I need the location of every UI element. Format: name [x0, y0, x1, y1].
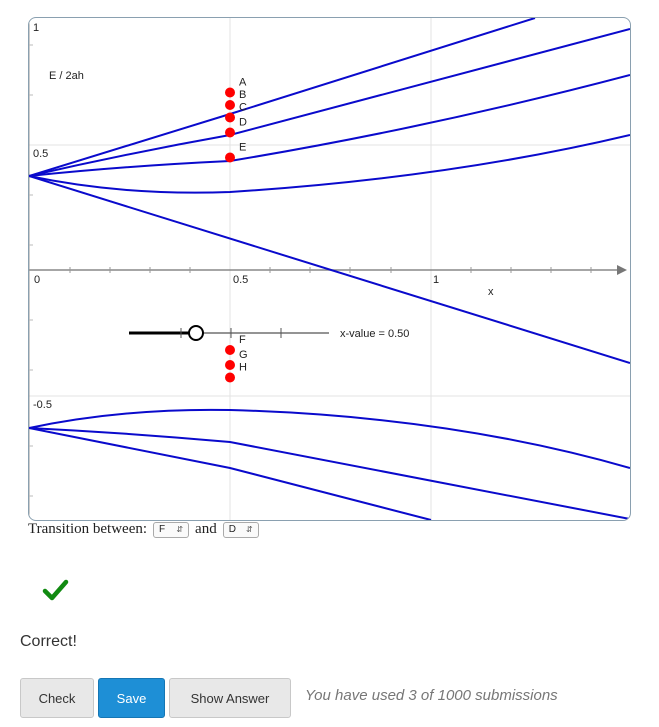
check-button[interactable]: Check: [20, 678, 94, 718]
energy-level-graph[interactable]: 1 0.5 -0.5 0 0.5 1 E / 2ah x x-value = 0…: [29, 18, 630, 520]
energy-point-label-a: A: [239, 77, 247, 89]
curve-b: [29, 28, 630, 177]
energy-point-label-g: G: [239, 349, 248, 361]
y-axis-title: E / 2ah: [49, 70, 84, 82]
energy-point-h: [225, 372, 235, 383]
energy-point-label-e: E: [239, 142, 246, 154]
y-tick-label-0-5: 0.5: [33, 148, 48, 160]
x-tick-label-1: 1: [433, 274, 439, 286]
x-axis-title: x: [488, 286, 494, 298]
energy-point-d: [225, 127, 235, 138]
curve-e: [29, 175, 630, 364]
slider-handle[interactable]: [188, 325, 204, 341]
energy-point-a: [225, 87, 235, 98]
x-value-slider[interactable]: x-value = 0.50: [129, 325, 409, 341]
curve-f: [29, 408, 630, 469]
x-tick-label-0-5: 0.5: [233, 274, 248, 286]
transition-to-value: D: [228, 524, 236, 535]
save-button[interactable]: Save: [98, 678, 165, 718]
submissions-count: You have used 3 of 1000 submissions: [305, 687, 558, 704]
curve-c: [29, 74, 630, 177]
transition-connector: and: [195, 521, 217, 537]
transition-label: Transition between:: [28, 521, 148, 537]
energy-point-label-h: H: [239, 362, 247, 374]
energy-point-label-d: D: [239, 117, 247, 129]
y-axis: [29, 18, 33, 520]
transition-selector-row: Transition between: F ⇵ and D ⇵: [28, 521, 261, 538]
energy-point-g: [225, 360, 235, 370]
graph-panel[interactable]: 1 0.5 -0.5 0 0.5 1 E / 2ah x x-value = 0…: [28, 17, 631, 521]
slider-value-label: x-value = 0.50: [340, 328, 409, 340]
energy-point-label-b: B: [239, 89, 246, 101]
energy-curves: [29, 18, 630, 520]
energy-point-c: [225, 112, 235, 123]
checkmark-icon: [42, 578, 70, 607]
curve-d: [29, 134, 630, 194]
show-answer-button[interactable]: Show Answer: [169, 678, 291, 718]
transition-from-select[interactable]: F ⇵: [153, 521, 190, 538]
select-arrows-icon: ⇵: [246, 525, 253, 534]
energy-point-f: [225, 345, 235, 355]
y-tick-label-1: 1: [33, 22, 39, 34]
status-message: Correct!: [20, 633, 77, 650]
energy-point-e: [225, 152, 235, 163]
x-axis: [29, 265, 627, 275]
select-arrows-icon: ⇵: [176, 525, 184, 534]
x-tick-label-0: 0: [34, 274, 40, 286]
transition-to-select[interactable]: D ⇵: [222, 521, 259, 538]
transition-from-value: F: [159, 524, 166, 535]
y-tick-label-neg-0-5: -0.5: [33, 399, 52, 411]
energy-point-b: [225, 100, 235, 110]
curve-g: [29, 427, 630, 520]
energy-point-label-c: C: [239, 102, 247, 114]
curve-h: [29, 427, 432, 520]
energy-point-label-f: F: [239, 334, 246, 346]
